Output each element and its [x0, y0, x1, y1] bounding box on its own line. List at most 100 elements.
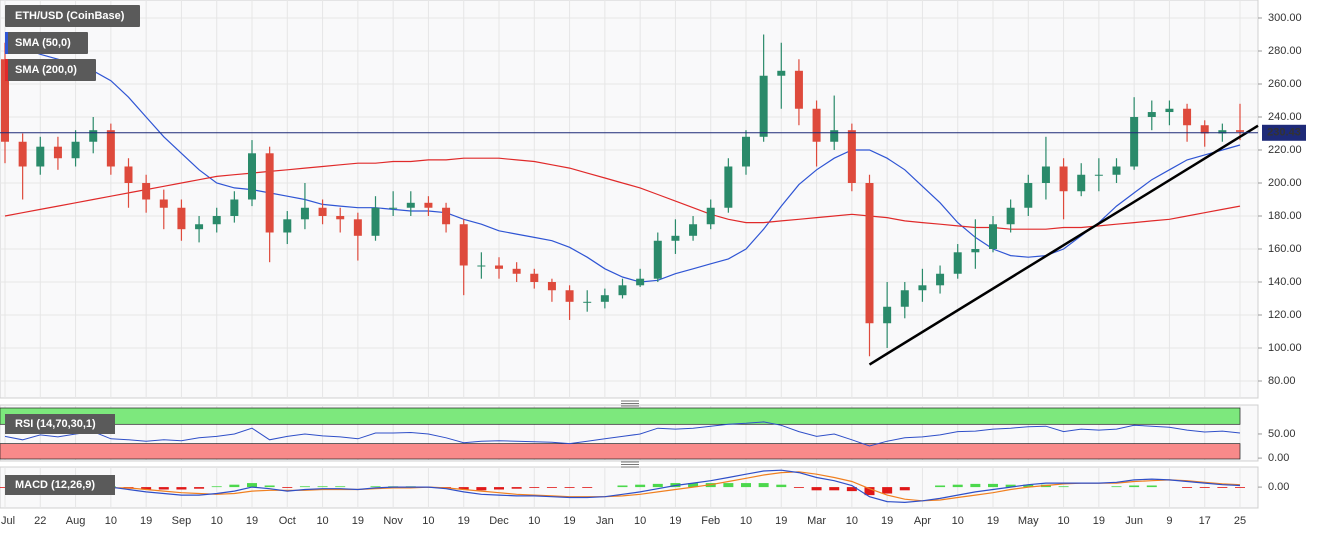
x-tick-label: 19: [246, 515, 258, 527]
candle-body: [1218, 130, 1227, 134]
candle-body: [1041, 166, 1050, 183]
candle-body: [1130, 116, 1139, 167]
legend-label: SMA (200,0): [15, 64, 77, 76]
x-tick-label: Sep: [172, 515, 192, 527]
candle-body: [159, 199, 168, 208]
candle-body: [353, 219, 362, 236]
candle-body: [1147, 112, 1156, 117]
resize-handle[interactable]: [621, 461, 639, 468]
x-tick-label: 10: [846, 515, 858, 527]
x-tick-label: 19: [563, 515, 575, 527]
x-tick-label: 10: [422, 515, 434, 527]
candle-body: [230, 199, 239, 216]
candle-body: [530, 273, 539, 282]
x-tick-label: 19: [458, 515, 470, 527]
candle-body: [777, 70, 786, 76]
y-tick-label: 120.00: [1268, 309, 1302, 321]
candle-body: [724, 166, 733, 208]
histogram-bar: [299, 486, 310, 488]
y-tick-label: 80.00: [1268, 375, 1296, 387]
marks: [0, 34, 1259, 504]
histogram-bar: [758, 483, 769, 488]
x-tick-label: 19: [881, 515, 893, 527]
x-tick-label: 10: [316, 515, 328, 527]
candle-body: [1094, 174, 1103, 176]
histogram-bar: [829, 487, 840, 491]
legend-box: [5, 414, 115, 434]
histogram-bar: [582, 487, 593, 488]
candle-body: [195, 224, 204, 230]
y-tick-label: 260.00: [1268, 78, 1302, 90]
histogram-bar: [176, 487, 187, 490]
candle-body: [1059, 166, 1068, 192]
candle-body: [636, 278, 645, 286]
candle-body: [1024, 182, 1033, 208]
candle-body: [248, 153, 256, 200]
candle-body: [618, 285, 627, 296]
candle-body: [830, 130, 839, 142]
candle-body: [865, 182, 874, 324]
legend-label: ETH/USD (CoinBase): [15, 10, 125, 22]
y-tick-label: 160.00: [1268, 243, 1302, 255]
x-tick-label: Nov: [383, 515, 403, 527]
histogram-bar: [194, 487, 205, 489]
y-tick-label: 180.00: [1268, 210, 1302, 222]
histogram-bar: [652, 483, 663, 488]
sma-line: [4, 157, 1241, 230]
histogram-bar: [458, 487, 469, 490]
x-tick-label: Jan: [596, 515, 614, 527]
candle-body: [1183, 108, 1192, 126]
histogram-bar: [1235, 487, 1245, 488]
histogram-bar: [1111, 486, 1122, 488]
x-tick-label: 10: [211, 515, 223, 527]
y-tick-label: 200.00: [1268, 177, 1302, 189]
x-tick-label: Mar: [807, 515, 826, 527]
resize-handle[interactable]: [621, 400, 639, 407]
x-tick-label: Jul: [1, 515, 15, 527]
histogram-bar: [1199, 487, 1210, 488]
candle-body: [318, 207, 327, 216]
histogram-bar: [229, 484, 240, 488]
x-tick-label: 10: [952, 515, 964, 527]
histogram-bar: [529, 487, 540, 488]
histogram-bar: [564, 487, 575, 488]
legend-box: [5, 5, 140, 27]
histogram-bar: [723, 483, 734, 488]
price-panel: [0, 0, 1259, 399]
macd-line: [4, 469, 1241, 504]
histogram-bar: [741, 483, 751, 488]
y-tick-label: 220.00: [1268, 144, 1302, 156]
candle-body: [512, 268, 521, 274]
x-tick-label: Jun: [1125, 515, 1143, 527]
candle-body: [759, 75, 768, 137]
x-tick-label: 10: [105, 515, 117, 527]
candle-body: [389, 207, 398, 209]
x-tick-label: 25: [1234, 515, 1246, 527]
candle-body: [71, 141, 80, 159]
trend-line: [868, 124, 1259, 366]
candle-body: [953, 252, 962, 274]
histogram-bar: [899, 487, 910, 491]
legend-label: MACD (12,26,9): [15, 479, 95, 491]
candle-body: [1112, 166, 1121, 175]
y-tick-label: 0.00: [1268, 481, 1289, 493]
histogram-bar: [1182, 487, 1193, 488]
candle-body: [36, 146, 45, 167]
x-tick-label: Dec: [489, 515, 509, 527]
histogram-bar: [688, 483, 699, 488]
candle-body: [283, 219, 292, 233]
x-tick-label: Oct: [279, 515, 296, 527]
candle-body: [883, 306, 892, 324]
y-tick-label: 280.00: [1268, 45, 1302, 57]
histogram-bar: [811, 487, 822, 491]
candle-body: [706, 207, 715, 225]
histogram-bar: [970, 483, 981, 488]
candle-body: [89, 130, 98, 142]
candle-body: [671, 235, 680, 241]
sma-line: [4, 45, 1241, 283]
histogram-bar: [494, 487, 504, 490]
candle-body: [459, 224, 468, 266]
price-tag-label: 230.43: [1267, 127, 1301, 139]
x-tick-label: 19: [987, 515, 999, 527]
legend-swatch: [5, 32, 8, 54]
